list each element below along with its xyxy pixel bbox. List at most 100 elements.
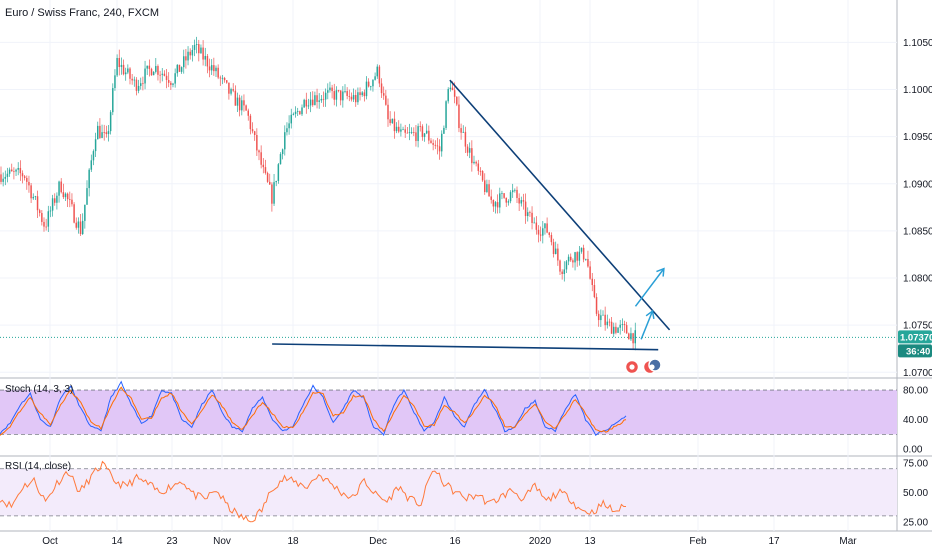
svg-text:36:40: 36:40 [906, 346, 930, 357]
candle-series [0, 36, 636, 351]
candle [58, 180, 60, 203]
candle [215, 65, 217, 77]
time-axis[interactable]: Oct 14 23 Nov 18 Dec 16 2020 13 Feb 17 Mar [42, 536, 857, 547]
candle [499, 187, 501, 214]
candle [243, 94, 245, 112]
candle [342, 86, 344, 108]
candle [264, 159, 267, 175]
candle [363, 89, 366, 102]
candle [165, 68, 168, 89]
candle [28, 175, 30, 193]
candle [107, 124, 110, 142]
candle [565, 260, 568, 273]
candle [271, 182, 273, 212]
resistance-trendline[interactable] [449, 79, 671, 331]
candle [15, 168, 17, 176]
candle [109, 110, 112, 135]
price-tick-label: 1.09000 [903, 179, 932, 190]
symbol-title[interactable]: Euro / Swiss Franc, 240, FXCM [5, 7, 160, 19]
candle [71, 193, 73, 207]
time-tick-label: 16 [449, 536, 461, 547]
candle [417, 123, 419, 148]
candle [79, 214, 82, 237]
indicator-tick-label: 75.00 [903, 458, 928, 469]
indicator-tick-label: 0.00 [903, 445, 923, 456]
candle [135, 77, 138, 96]
candle [447, 87, 449, 104]
candle [484, 173, 486, 195]
candle [563, 261, 566, 282]
candle [124, 67, 127, 81]
stoch-indicator-label[interactable]: Stoch (14, 3, 3) [5, 384, 74, 395]
candle [97, 121, 99, 140]
candle [576, 251, 578, 267]
candle [159, 70, 161, 84]
candle [0, 166, 2, 185]
projection-arrow[interactable] [640, 309, 655, 340]
support-line[interactable] [272, 343, 659, 351]
candle [413, 127, 415, 137]
candle [21, 170, 24, 184]
candle [81, 213, 84, 236]
rsi-indicator-label[interactable]: RSI (14, close) [5, 461, 72, 472]
candle [45, 218, 47, 231]
candle [475, 160, 477, 167]
indicator-series-line [0, 460, 626, 523]
candle [602, 310, 604, 316]
candle [101, 124, 103, 139]
candle [625, 321, 628, 334]
candle [514, 188, 516, 193]
candle [238, 94, 241, 117]
candle [120, 57, 123, 75]
candle [423, 132, 426, 142]
projection-arrow[interactable] [634, 267, 665, 307]
candle [570, 253, 572, 262]
candle [518, 193, 520, 211]
candle [178, 64, 181, 72]
time-tick-label: Nov [213, 536, 231, 547]
candle [337, 89, 340, 93]
time-tick-label: 23 [166, 536, 178, 547]
candle [361, 91, 363, 97]
candle [221, 75, 224, 85]
candle [269, 173, 271, 185]
candle [466, 144, 469, 157]
candle [200, 44, 202, 54]
candle [131, 74, 133, 85]
candle [507, 199, 510, 206]
event-icons[interactable] [624, 358, 662, 375]
candle [180, 66, 183, 74]
candle [434, 140, 437, 150]
candle [314, 91, 316, 106]
candle [230, 87, 232, 96]
candle [419, 121, 421, 132]
drawing-annotations[interactable] [272, 79, 671, 351]
candle [333, 83, 335, 106]
candle [11, 163, 13, 172]
time-tick-label: 14 [111, 536, 123, 547]
candle [425, 123, 428, 135]
candle [346, 87, 348, 100]
candle [185, 49, 187, 69]
candle [148, 59, 151, 77]
price-axis[interactable]: 1.10500 1.10000 1.09500 1.09000 1.08500 1.080… [903, 38, 932, 379]
candle [578, 245, 581, 266]
candle [591, 273, 593, 292]
time-tick-label: 18 [287, 536, 299, 547]
candle [438, 139, 441, 160]
candle [140, 77, 142, 90]
price-tick-label: 1.07000 [903, 368, 932, 379]
time-tick-label: 13 [584, 536, 596, 547]
candle [593, 279, 596, 299]
candle [595, 293, 598, 317]
time-tick-label: Dec [369, 536, 387, 547]
candle [279, 152, 282, 165]
candle [54, 193, 56, 206]
stoch-pane: 80.00 40.00 0.00 [0, 380, 928, 456]
candle [253, 130, 256, 141]
candle [539, 226, 542, 242]
candle [19, 160, 22, 181]
candle [445, 100, 447, 130]
candle [129, 67, 131, 85]
candle [561, 269, 563, 280]
